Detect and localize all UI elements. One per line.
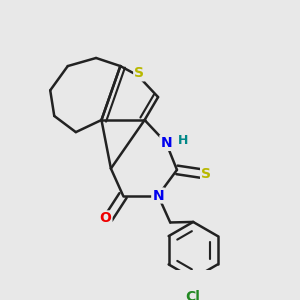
Text: N: N — [152, 188, 164, 203]
Text: S: S — [134, 66, 144, 80]
Text: S: S — [201, 167, 211, 181]
Text: Cl: Cl — [186, 290, 201, 300]
Text: H: H — [178, 134, 188, 147]
Text: O: O — [100, 212, 111, 225]
Text: N: N — [160, 136, 172, 150]
